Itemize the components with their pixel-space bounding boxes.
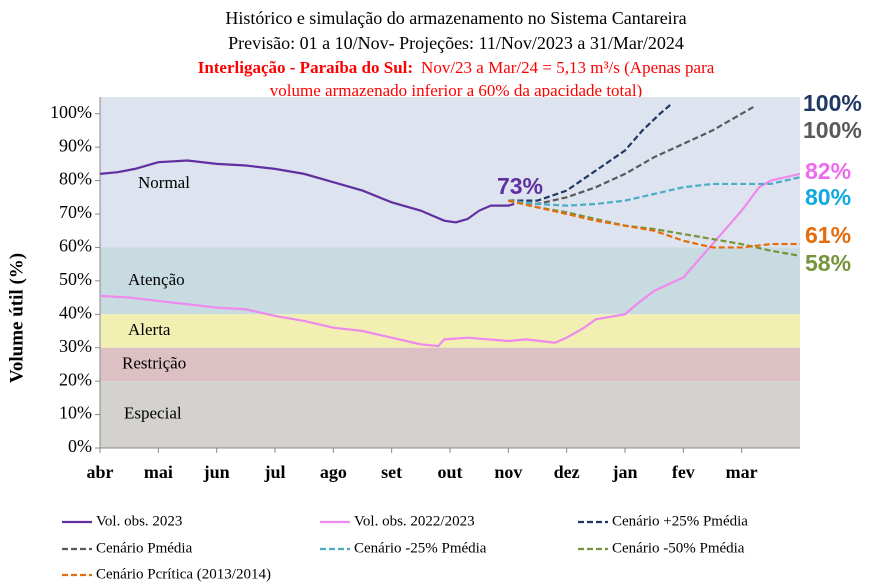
- series-line: [508, 102, 673, 202]
- legend-label: Cenário -25% Pmédia: [354, 540, 487, 556]
- x-tick-label: mai: [144, 462, 173, 482]
- annotation: 73%: [497, 173, 543, 199]
- note-text: Nov/23 a Mar/24 = 5,13 m³/s (Apenas para: [421, 58, 715, 77]
- series-line: [508, 176, 800, 207]
- y-tick-label: 90%: [59, 135, 92, 155]
- series-line: [508, 199, 800, 249]
- chart-note: volume armazenado inferior a 60% da apac…: [270, 81, 642, 100]
- y-tick-label: 100%: [50, 102, 92, 122]
- legend-label: Cenário Pcrítica (2013/2014): [96, 566, 271, 582]
- series-line: [508, 106, 754, 206]
- band-label: Atenção: [128, 270, 185, 289]
- series-line: [100, 172, 800, 348]
- band-label: Alerta: [128, 320, 171, 339]
- annotation: 100%: [803, 90, 862, 116]
- legend-label: Vol. obs. 2023: [96, 513, 182, 529]
- band: [100, 347, 800, 382]
- x-tick-label: jul: [263, 462, 285, 482]
- band: [100, 97, 800, 248]
- legend-label: Cenário -50% Pmédia: [612, 540, 745, 556]
- annotation: 61%: [805, 222, 851, 248]
- band: [100, 314, 800, 348]
- legend-label: Cenário +25% Pmédia: [612, 513, 748, 529]
- band-label: Restrição: [122, 353, 186, 372]
- x-tick-label: mar: [726, 462, 758, 482]
- note-bold: Interligação - Paraíba do Sul:: [198, 58, 413, 77]
- y-tick-label: 30%: [59, 336, 92, 356]
- y-tick-label: 70%: [59, 202, 92, 222]
- chart-title: Histórico e simulação do armazenamento n…: [225, 8, 686, 28]
- legend-label: Cenário Pmédia: [96, 540, 193, 556]
- y-axis-label: Volume útil (%): [6, 253, 27, 383]
- x-tick-label: ago: [320, 462, 347, 482]
- x-tick-label: jan: [611, 462, 637, 482]
- y-tick-label: 50%: [59, 269, 92, 289]
- x-tick-label: fev: [672, 462, 695, 482]
- y-tick-label: 40%: [59, 302, 92, 322]
- y-tick-label: 20%: [59, 369, 92, 389]
- band-label: Normal: [138, 173, 190, 192]
- band-label: Especial: [124, 403, 182, 422]
- y-tick-label: 10%: [59, 403, 92, 423]
- legend-label: Vol. obs. 2022/2023: [354, 513, 475, 529]
- x-tick-label: jun: [203, 462, 230, 482]
- band: [100, 247, 800, 315]
- annotation: 58%: [805, 250, 851, 276]
- y-tick-label: 80%: [59, 169, 92, 189]
- x-tick-label: dez: [554, 462, 580, 482]
- annotation: 80%: [805, 184, 851, 210]
- y-tick-label: 0%: [68, 436, 92, 456]
- x-tick-label: set: [381, 462, 402, 482]
- x-tick-label: nov: [494, 462, 522, 482]
- band: [100, 381, 800, 448]
- series-line: [100, 159, 515, 224]
- chart-note: Interligação - Paraíba do Sul: Nov/23 a M…: [198, 58, 715, 77]
- x-tick-label: out: [437, 462, 462, 482]
- annotation: 100%: [803, 117, 862, 143]
- chart-subtitle: Previsão: 01 a 10/Nov- Projeções: 11/Nov…: [228, 33, 684, 53]
- y-tick-label: 60%: [59, 236, 92, 256]
- annotation: 82%: [805, 158, 851, 184]
- x-tick-label: abr: [87, 462, 114, 482]
